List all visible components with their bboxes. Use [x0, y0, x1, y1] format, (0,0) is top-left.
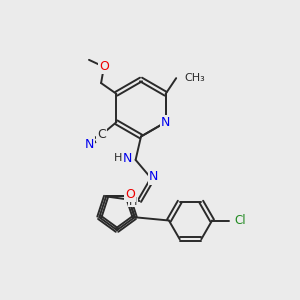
Text: O: O	[125, 188, 135, 201]
Text: H: H	[113, 153, 122, 164]
Text: H: H	[129, 196, 137, 207]
Text: N: N	[85, 138, 94, 151]
Text: C: C	[97, 128, 106, 141]
Text: CH₃: CH₃	[184, 73, 205, 82]
Text: O: O	[99, 60, 109, 73]
Text: Cl: Cl	[234, 214, 246, 227]
Text: N: N	[161, 116, 170, 129]
Text: N: N	[149, 170, 158, 184]
Text: N: N	[122, 152, 132, 165]
